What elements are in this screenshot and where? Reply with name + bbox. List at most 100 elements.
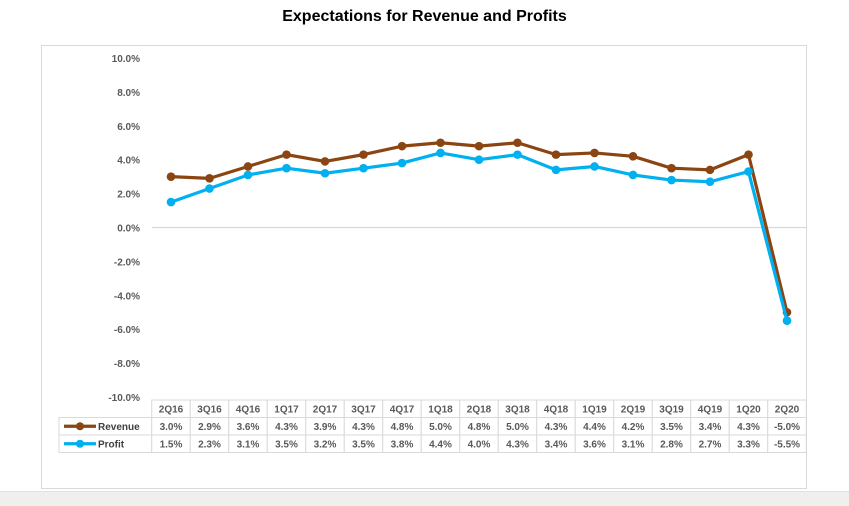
data-table: 2Q16 3Q16 4Q16 1Q17 2Q17 3Q17 4Q17 1Q18 2Q18 3Q18… <box>58 399 807 453</box>
profit-point <box>166 197 176 207</box>
revenue-point <box>705 165 715 175</box>
y-tick-label: -10.0% <box>108 393 140 404</box>
profit-point <box>628 170 638 180</box>
profit-value-label: 3.2% <box>314 440 337 451</box>
legend-marker-icon <box>76 422 84 431</box>
category-label: 4Q16 <box>236 405 261 416</box>
category-label: 1Q19 <box>582 405 607 416</box>
profit-value-label: 3.1% <box>622 440 645 451</box>
profit-value-label: 4.0% <box>468 440 491 451</box>
category-label: 3Q17 <box>351 405 376 416</box>
category-label: 2Q16 <box>159 405 184 416</box>
revenue-value-label: 2.9% <box>198 422 221 433</box>
profit-value-label: 3.4% <box>545 440 568 451</box>
y-tick-label: -8.0% <box>114 359 140 370</box>
category-label: 3Q19 <box>659 405 684 416</box>
category-label: 2Q19 <box>621 405 646 416</box>
profit-value-label: 1.5% <box>160 440 183 451</box>
profit-point <box>551 165 561 175</box>
series-lines <box>166 138 792 326</box>
revenue-value-label: 3.9% <box>314 422 337 433</box>
profit-point <box>474 155 484 164</box>
bottom-bar <box>0 491 849 506</box>
value-cell <box>767 434 807 453</box>
profit-point <box>282 163 291 173</box>
revenue-point <box>243 162 253 171</box>
y-axis: 10.0% 8.0% 6.0% 4.0% 2.0% 0.0% -2.0% -4.0% -6.0%… <box>108 54 140 404</box>
y-tick-label: 0.0% <box>117 224 140 235</box>
profit-point <box>667 175 676 185</box>
profit-value-label: 2.8% <box>660 440 683 451</box>
revenue-point <box>474 141 484 151</box>
y-tick-label: 4.0% <box>117 156 140 167</box>
profit-point <box>436 148 445 158</box>
revenue-value-label: 4.3% <box>545 422 568 433</box>
revenue-point <box>320 157 330 166</box>
profit-value-label: 4.3% <box>506 440 529 451</box>
revenue-point <box>397 141 407 151</box>
category-label: 2Q20 <box>775 405 800 416</box>
profit-value-label: 3.5% <box>352 440 375 451</box>
category-label: 1Q18 <box>428 405 453 416</box>
y-tick-label: 2.0% <box>117 190 140 201</box>
revenue-point <box>667 163 676 173</box>
profit-point <box>513 150 522 159</box>
revenue-point <box>282 150 291 159</box>
category-label: 2Q17 <box>313 405 338 416</box>
profit-value-label: 3.6% <box>583 440 606 451</box>
profit-value-label: 3.5% <box>275 440 298 451</box>
revenue-value-label: 3.6% <box>237 422 260 433</box>
series-profit <box>166 148 792 326</box>
revenue-point <box>166 172 176 181</box>
revenue-value-label: 4.3% <box>352 422 375 433</box>
profit-value-label: -5.5% <box>774 440 800 451</box>
legend-marker-icon <box>76 439 84 448</box>
y-tick-label: -6.0% <box>114 325 140 336</box>
profit-point <box>320 168 330 178</box>
y-tick-label: -4.0% <box>114 291 140 302</box>
profit-point <box>590 162 599 171</box>
revenue-point <box>628 152 638 161</box>
y-tick-label: 6.0% <box>117 122 140 133</box>
revenue-point <box>744 150 753 159</box>
revenue-point <box>513 138 522 148</box>
revenue-value-label: 3.5% <box>660 422 683 433</box>
revenue-point <box>551 150 561 159</box>
revenue-value-label: 4.4% <box>583 422 606 433</box>
profit-point <box>359 163 368 173</box>
category-label: 4Q18 <box>544 405 569 416</box>
revenue-point <box>590 148 599 158</box>
profit-value-label: 2.7% <box>699 440 722 451</box>
category-label: 1Q20 <box>736 405 761 416</box>
y-tick-label: -2.0% <box>114 257 140 268</box>
profit-value-label: 3.3% <box>737 440 760 451</box>
revenue-value-label: 5.0% <box>429 422 452 433</box>
category-label: 4Q19 <box>698 405 723 416</box>
profit-value-label: 4.4% <box>429 440 452 451</box>
profit-point <box>397 158 407 168</box>
category-label: 3Q16 <box>197 405 222 416</box>
category-label: 4Q17 <box>390 405 415 416</box>
revenue-value-label: -5.0% <box>774 422 800 433</box>
revenue-point <box>359 150 368 159</box>
revenue-value-label: 4.8% <box>391 422 414 433</box>
revenue-value-label: 4.2% <box>622 422 645 433</box>
revenue-value-label: 4.3% <box>275 422 298 433</box>
profit-value-label: 3.1% <box>237 440 260 451</box>
y-tick-label: 8.0% <box>117 88 140 99</box>
revenue-point <box>436 138 445 148</box>
profit-point <box>205 184 214 193</box>
revenue-value-label: 3.4% <box>699 422 722 433</box>
profit-value-label: 3.8% <box>391 440 414 451</box>
legend-label: Revenue <box>98 422 140 433</box>
revenue-point <box>205 174 214 183</box>
category-label: 3Q18 <box>505 405 530 416</box>
revenue-value-label: 3.0% <box>160 422 183 433</box>
legend-label: Profit <box>98 440 125 451</box>
profit-point <box>782 316 792 326</box>
profit-line <box>170 151 789 322</box>
profit-point <box>243 170 253 180</box>
profit-value-label: 2.3% <box>198 440 221 451</box>
category-label: 1Q17 <box>274 405 299 416</box>
